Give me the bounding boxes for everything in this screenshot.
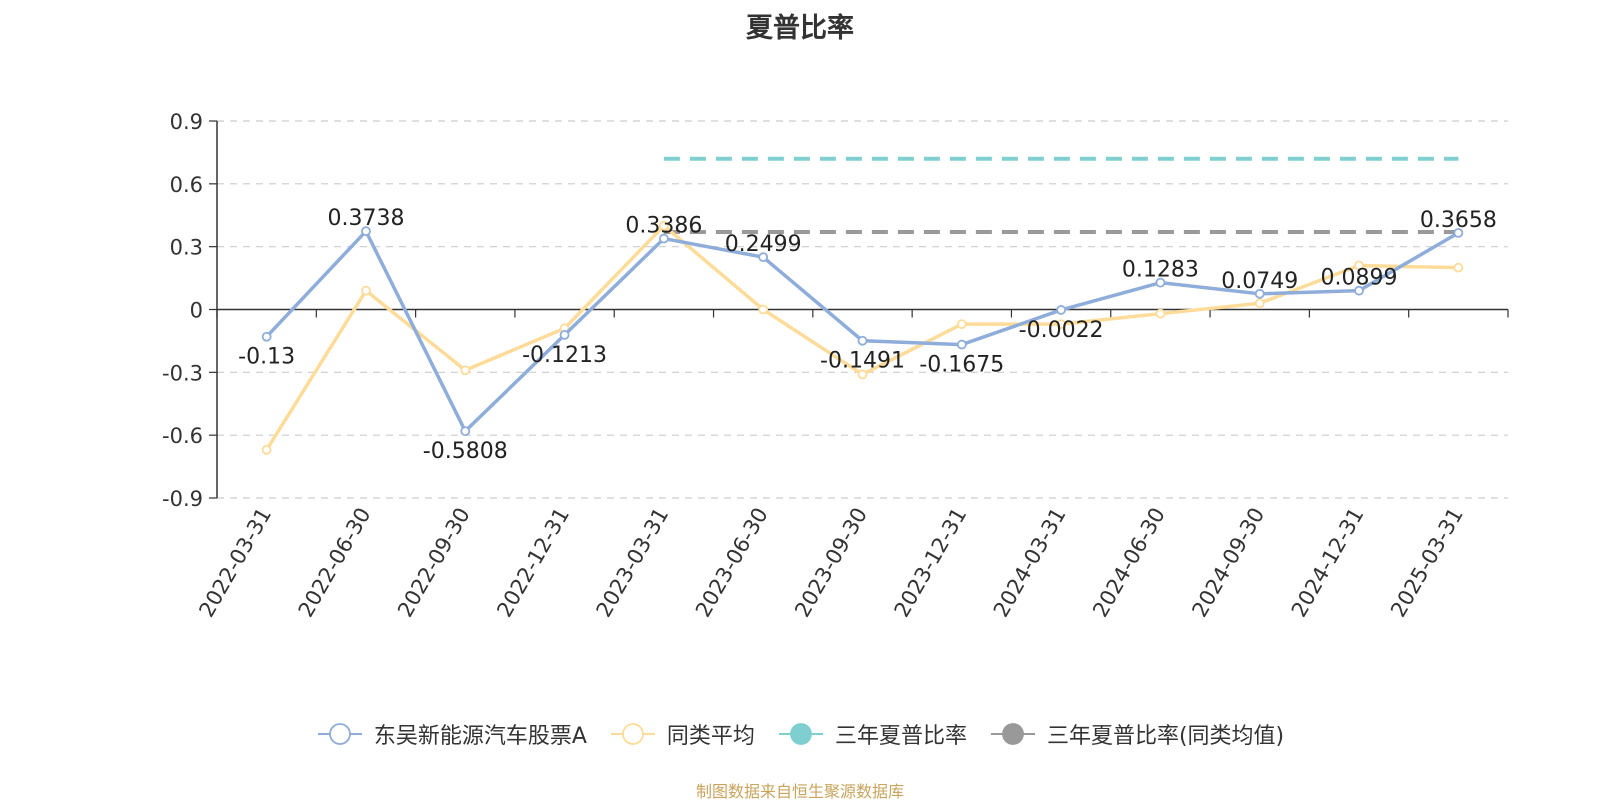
legend-label: 东吴新能源汽车股票A — [374, 718, 587, 750]
y-tick-label: -0.6 — [162, 424, 203, 448]
y-tick-label: 0 — [190, 299, 203, 323]
data-label: 0.0749 — [1221, 269, 1298, 294]
series-2-point — [362, 287, 370, 295]
legend-item-3[interactable]: 三年夏普比率 — [777, 718, 967, 750]
legend-marker-circle — [330, 724, 350, 744]
legend-marker-circle — [1003, 724, 1023, 744]
data-label: 0.3738 — [327, 206, 404, 231]
data-label: -0.5808 — [423, 439, 508, 464]
x-tick-label: 2024-12-31 — [1287, 504, 1369, 622]
reference-lines-layer — [664, 159, 1458, 232]
x-tick-label: 2024-06-30 — [1088, 504, 1170, 622]
data-label: -0.1491 — [820, 349, 905, 374]
y-tick-label: -0.3 — [162, 361, 203, 385]
x-tick-label: 2022-03-31 — [194, 504, 276, 622]
series-2-point — [1156, 310, 1164, 318]
series-1-point — [859, 337, 867, 345]
legend-label: 三年夏普比率 — [835, 718, 967, 750]
data-label: -0.1213 — [522, 343, 607, 368]
x-tick-label: 2023-03-31 — [592, 504, 674, 622]
legend-label: 同类平均 — [667, 718, 755, 750]
legend-marker-icon — [777, 721, 825, 747]
y-tick-label: 0.3 — [170, 236, 203, 260]
series-2-point — [1256, 299, 1264, 307]
series-2-point — [958, 320, 966, 328]
x-tick-label: 2024-09-30 — [1187, 504, 1269, 622]
series-1-point — [263, 333, 271, 341]
y-tick-label: 0.6 — [170, 173, 203, 197]
legend: 东吴新能源汽车股票A 同类平均 三年夏普比率 三年夏普比率(同类均值) — [0, 718, 1600, 750]
x-tick-label: 2023-06-30 — [691, 504, 773, 622]
series-1-point — [1057, 306, 1065, 314]
series-2-point — [759, 306, 767, 314]
data-label: 0.0899 — [1321, 266, 1398, 291]
legend-marker-icon — [316, 721, 364, 747]
x-tick-label: 2022-06-30 — [294, 504, 376, 622]
legend-item-1[interactable]: 东吴新能源汽车股票A — [316, 718, 587, 750]
series-1-point — [461, 427, 469, 435]
series-layer — [263, 222, 1463, 454]
y-tick-label: 0.9 — [170, 110, 203, 134]
series-2-point — [263, 446, 271, 454]
x-tick-label: 2022-12-31 — [492, 504, 574, 622]
series-2-point — [461, 366, 469, 374]
legend-marker-icon — [989, 721, 1037, 747]
source-note: 制图数据来自恒生聚源数据库 — [0, 778, 1600, 802]
x-tick-label: 2022-09-30 — [393, 504, 475, 622]
legend-marker-circle — [791, 724, 811, 744]
series-line-1 — [267, 231, 1459, 431]
x-tick-label: 2025-03-31 — [1386, 504, 1468, 622]
legend-marker-circle — [623, 724, 643, 744]
series-2-point — [1454, 264, 1462, 272]
data-label: 0.2499 — [725, 232, 802, 257]
data-labels-layer: -0.13 0.3738 -0.5808 -0.1213 0.3386 0.2499 -0.… — [238, 206, 1497, 464]
data-label: -0.1675 — [919, 353, 1004, 378]
data-label: -0.0022 — [1019, 318, 1104, 343]
data-label: 0.3658 — [1420, 208, 1497, 233]
x-tick-label: 2024-03-31 — [989, 504, 1071, 622]
series-1-point — [958, 341, 966, 349]
legend-item-2[interactable]: 同类平均 — [609, 718, 755, 750]
legend-label: 三年夏普比率(同类均值) — [1047, 718, 1284, 750]
legend-item-4[interactable]: 三年夏普比率(同类均值) — [989, 718, 1284, 750]
data-label: 0.1283 — [1122, 258, 1199, 283]
legend-marker-icon — [609, 721, 657, 747]
series-1-point — [561, 331, 569, 339]
x-tick-label: 2023-09-30 — [790, 504, 872, 622]
y-tick-label: -0.9 — [162, 487, 203, 511]
x-tick-label: 2023-12-31 — [890, 503, 972, 621]
data-label: -0.13 — [238, 345, 295, 370]
data-label: 0.3386 — [625, 214, 702, 239]
